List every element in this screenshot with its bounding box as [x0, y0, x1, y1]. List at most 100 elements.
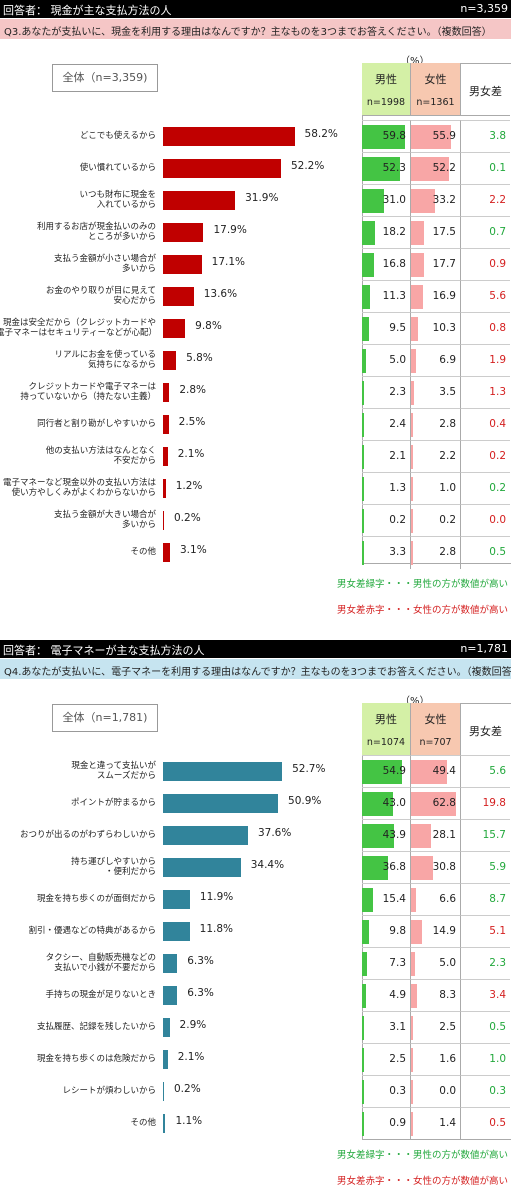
diff-cell: 0.4: [461, 408, 510, 441]
male-bar: [362, 349, 366, 373]
total-bar: [163, 1050, 168, 1069]
data-row: 支払う金額が大きい場合が 多いから 0.2% 0.2 0.2 0.0: [0, 504, 511, 537]
diff-value: 0.4: [489, 418, 506, 430]
data-row: 使い慣れているから 52.2% 52.3 52.2 0.1: [0, 152, 511, 185]
diff-cell: 1.0: [461, 1043, 510, 1076]
male-value: 36.8: [382, 861, 406, 873]
diff-cell: 0.7: [461, 216, 510, 249]
male-cell: 0.3: [362, 1075, 411, 1108]
total-value-label: 31.9%: [245, 192, 279, 204]
total-bar: [163, 191, 236, 210]
total-value-label: 17.9%: [213, 224, 247, 236]
female-cell: 17.7: [411, 248, 461, 281]
female-bar: [411, 221, 424, 245]
male-cell: 4.9: [362, 979, 411, 1012]
total-bar: [163, 762, 283, 781]
diff-cell: 19.8: [461, 787, 510, 820]
female-bar: [411, 253, 424, 277]
diff-value: 1.0: [489, 1053, 506, 1065]
male-label: 男性: [375, 713, 397, 726]
category-label: 手持ちの現金が足りないとき: [45, 990, 156, 1000]
legend-male-higher: 男女差緑字・・・男性の方が数値が高い: [336, 1150, 508, 1161]
male-bar: [362, 189, 385, 213]
diff-cell: 0.2: [461, 472, 510, 505]
total-bar: [163, 543, 170, 562]
diff-cell: 0.1: [461, 152, 510, 185]
data-row: 電子マネーなど現金以外の支払い方法は 使い方やしくみがよくわからないから 1.2%…: [0, 472, 511, 505]
diff-value: 3.4: [489, 989, 506, 1001]
total-value-label: 2.9%: [179, 1019, 207, 1031]
category-label: リアルにお金を使っている 気持ちになるから: [54, 350, 157, 370]
female-cell: 55.9: [411, 120, 461, 153]
male-value: 54.9: [382, 765, 406, 777]
diff-value: 3.8: [489, 130, 506, 142]
female-cell: 2.2: [411, 440, 461, 473]
diff-cell: 3.8: [461, 120, 510, 153]
female-value: 55.9: [432, 130, 456, 142]
female-bar: [411, 189, 435, 213]
data-row: 支払う金額が小さい場合が 多いから 17.1% 16.8 17.7 0.9: [0, 248, 511, 281]
category-label: 支払う金額が大きい場合が 多いから: [53, 510, 156, 530]
female-bar: [411, 413, 414, 437]
male-bar: [362, 285, 371, 309]
data-row: 現金は安全だから（クレジットカードや 電子マネーはセキュリティーなどが心配） 9.…: [0, 312, 511, 345]
male-cell: 43.9: [362, 819, 411, 852]
female-bar: [411, 792, 457, 816]
male-bar: [362, 125, 406, 149]
category-label: いつも財布に現金を 入れているから: [79, 190, 156, 210]
diff-cell: 5.1: [461, 915, 510, 948]
diff-value: 5.1: [489, 925, 506, 937]
female-cell: 6.6: [411, 883, 461, 916]
chart-panel: 回答者： 現金が主な支払方法の人 n=3,359 Q3.あなたが支払いに、現金を利用…: [0, 0, 511, 616]
male-cell: 36.8: [362, 851, 411, 884]
total-value-label: 3.1%: [180, 544, 207, 556]
diff-value: 0.8: [489, 322, 506, 334]
diff-value: 0.1: [489, 162, 506, 174]
female-bar: [411, 952, 415, 976]
female-value: 10.3: [432, 322, 456, 334]
male-value: 0.3: [389, 1085, 406, 1097]
data-row: 支払履歴、記録を残したいから 2.9% 3.1 2.5 0.5: [0, 1011, 511, 1044]
total-bar: [163, 287, 194, 306]
total-value-label: 2.8%: [179, 384, 206, 396]
diff-value: 1.3: [489, 386, 506, 398]
category-label: 他の支払い方法はなんとなく 不安だから: [45, 446, 156, 466]
category-label: ポイントが貯まるから: [70, 798, 156, 808]
total-value-label: 52.7%: [292, 763, 326, 775]
question-bar: Q4.あなたが支払いに、電子マネーを利用する理由はなんですか？主なものを3つまで…: [0, 659, 511, 679]
female-cell: 28.1: [411, 819, 461, 852]
unit-label: （%）: [400, 56, 430, 67]
female-cell: 14.9: [411, 915, 461, 948]
female-value: 16.9: [432, 290, 456, 302]
total-bar: [163, 1018, 170, 1037]
female-bar: [411, 1112, 413, 1136]
respondent-count: n=3,359: [460, 2, 508, 15]
male-bar: [362, 509, 364, 533]
diff-cell: 0.3: [461, 1075, 510, 1108]
male-cell: 9.8: [362, 915, 411, 948]
female-value: 17.5: [432, 226, 456, 238]
total-value-label: 52.2%: [290, 160, 325, 172]
total-bar: [163, 319, 186, 338]
male-column-header: 男性 n=1998: [362, 63, 411, 116]
total-value-label: 0.2%: [174, 512, 201, 524]
male-value: 2.4: [389, 418, 406, 430]
diff-value: 0.5: [489, 1021, 506, 1033]
male-value: 15.4: [382, 893, 406, 905]
male-bar: [362, 221, 376, 245]
female-n: n=707: [419, 737, 452, 748]
total-value-label: 13.6%: [203, 288, 238, 300]
diff-value: 15.7: [482, 829, 506, 841]
diff-cell: 0.0: [461, 504, 510, 537]
male-value: 5.0: [389, 354, 406, 366]
female-cell: 33.2: [411, 184, 461, 217]
male-cell: 7.3: [362, 947, 411, 980]
question-bar: Q3.あなたが支払いに、現金を利用する理由はなんですか？主なものを3つまでお答え…: [0, 19, 511, 39]
data-row: ポイントが貯まるから 50.9% 43.0 62.8 19.8: [0, 787, 511, 820]
diff-cell: 0.5: [461, 536, 510, 569]
male-cell: 59.8: [362, 120, 411, 153]
category-label: その他: [130, 1118, 156, 1128]
diff-cell: 15.7: [461, 819, 510, 852]
male-cell: 9.5: [362, 312, 411, 345]
male-bar: [362, 984, 366, 1008]
